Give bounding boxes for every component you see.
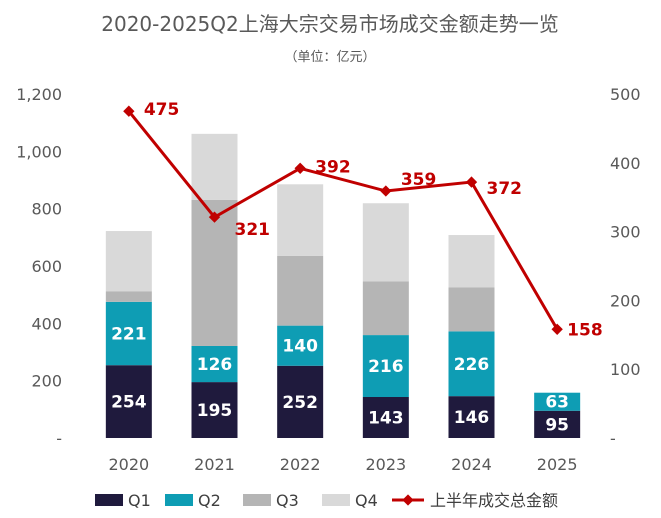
- y-left-tick-label: -: [56, 429, 62, 448]
- bar-label-q2-2024: 226: [454, 355, 490, 375]
- chart-title: 2020-2025Q2上海大宗交易市场成交金额走势一览: [101, 12, 558, 36]
- line-marker: [380, 185, 392, 197]
- legend-label-line: 上半年成交总金额: [430, 491, 558, 510]
- y-left-tick-label: 400: [31, 314, 62, 333]
- line-marker: [208, 211, 221, 223]
- line-marker: [551, 323, 563, 335]
- line-marker: [123, 105, 135, 117]
- x-tick-label: 2023: [365, 455, 406, 474]
- y-right-tick-label: 200: [610, 291, 641, 310]
- legend-swatch-q2: [165, 494, 193, 506]
- bar-q3-2024: [448, 287, 495, 332]
- line-label-2025: 158: [567, 320, 603, 340]
- bar-q1-2025: [534, 410, 581, 438]
- legend-label-q4: Q4: [355, 491, 378, 510]
- bar-q1-2020: [105, 365, 152, 438]
- legend-swatch-q3: [243, 494, 271, 506]
- bar-q3-2020: [105, 291, 152, 302]
- y-left-tick-label: 800: [31, 200, 62, 219]
- bar-q2-2021: [191, 345, 238, 383]
- axes: - 200 400 600 800 1,000 1,200 - 100 200 300 400 500 2…: [16, 85, 640, 474]
- line-label-2023: 359: [401, 170, 437, 190]
- bar-q1-2024: [448, 396, 495, 438]
- legend-label-q1: Q1: [128, 491, 151, 510]
- y-left-tick-label: 1,000: [16, 142, 62, 161]
- y-right-tick-label: -: [610, 429, 616, 448]
- x-tick-label: 2021: [194, 455, 235, 474]
- bar-label-q1-2021: 195: [197, 401, 233, 421]
- legend-swatch-q1: [95, 494, 123, 506]
- legend: Q1 Q2 Q3 Q4 上半年成交总金额: [95, 491, 558, 510]
- bar-label-q2-2023: 216: [368, 357, 404, 377]
- x-tick-label: 2025: [537, 455, 578, 474]
- bar-q2-2022: [277, 325, 324, 366]
- bar-q4-2024: [448, 235, 495, 288]
- legend-label-q2: Q2: [198, 491, 221, 510]
- y-left-tick-label: 1,200: [16, 85, 62, 104]
- bar-label-q1-2020: 254: [111, 393, 147, 413]
- legend-swatch-q4: [322, 494, 350, 506]
- bar-q3-2021: [191, 199, 238, 346]
- bar-label-q1-2022: 252: [282, 393, 318, 413]
- x-tick-label: 2024: [451, 455, 492, 474]
- bar-q4-2022: [277, 184, 324, 256]
- bar-label-q2-2025: 63: [545, 393, 569, 413]
- bar-label-q1-2023: 143: [368, 409, 404, 429]
- bar-label-q2-2022: 140: [282, 337, 318, 357]
- bar-q4-2023: [362, 203, 409, 282]
- y-left-tick-label: 600: [31, 257, 62, 276]
- y-right-tick-label: 100: [610, 360, 641, 379]
- line-label-2020: 475: [144, 100, 180, 120]
- y-right-tick-label: 400: [610, 154, 641, 173]
- bar-q4-2020: [105, 231, 152, 292]
- bar-label-q2-2021: 126: [197, 355, 233, 375]
- bar-q2-2024: [448, 331, 495, 397]
- bar-label-q1-2025: 95: [545, 415, 569, 435]
- bar-q2-2023: [362, 335, 409, 398]
- chart-subtitle: （单位：亿元）: [284, 50, 375, 65]
- line-series: 475 321 392 359 372 158: [123, 100, 603, 340]
- line-marker: [465, 176, 478, 188]
- line-label-2022: 392: [315, 157, 351, 177]
- legend-label-q3: Q3: [276, 491, 299, 510]
- bar-q1-2021: [191, 382, 238, 438]
- y-left-tick-label: 200: [31, 372, 62, 391]
- bar-label-q2-2020: 221: [111, 325, 147, 345]
- x-tick-label: 2022: [280, 455, 321, 474]
- line-label-2021: 321: [235, 220, 271, 240]
- x-tick-label: 2020: [108, 455, 149, 474]
- legend-line-marker: [402, 494, 414, 506]
- bar-q1-2022: [277, 365, 324, 438]
- bar-q3-2022: [277, 255, 324, 326]
- line-label-2024: 372: [487, 179, 523, 199]
- bar-q4-2021: [191, 133, 238, 200]
- y-right-tick-label: 300: [610, 223, 641, 242]
- bar-label-q1-2024: 146: [454, 408, 490, 428]
- bar-q3-2023: [362, 281, 409, 336]
- line-path: [127, 110, 559, 331]
- bar-q1-2023: [362, 397, 409, 438]
- bar-q2-2025: [534, 392, 581, 411]
- bar-q2-2020: [105, 301, 152, 366]
- line-marker: [294, 162, 306, 174]
- y-right-tick-label: 500: [610, 85, 641, 104]
